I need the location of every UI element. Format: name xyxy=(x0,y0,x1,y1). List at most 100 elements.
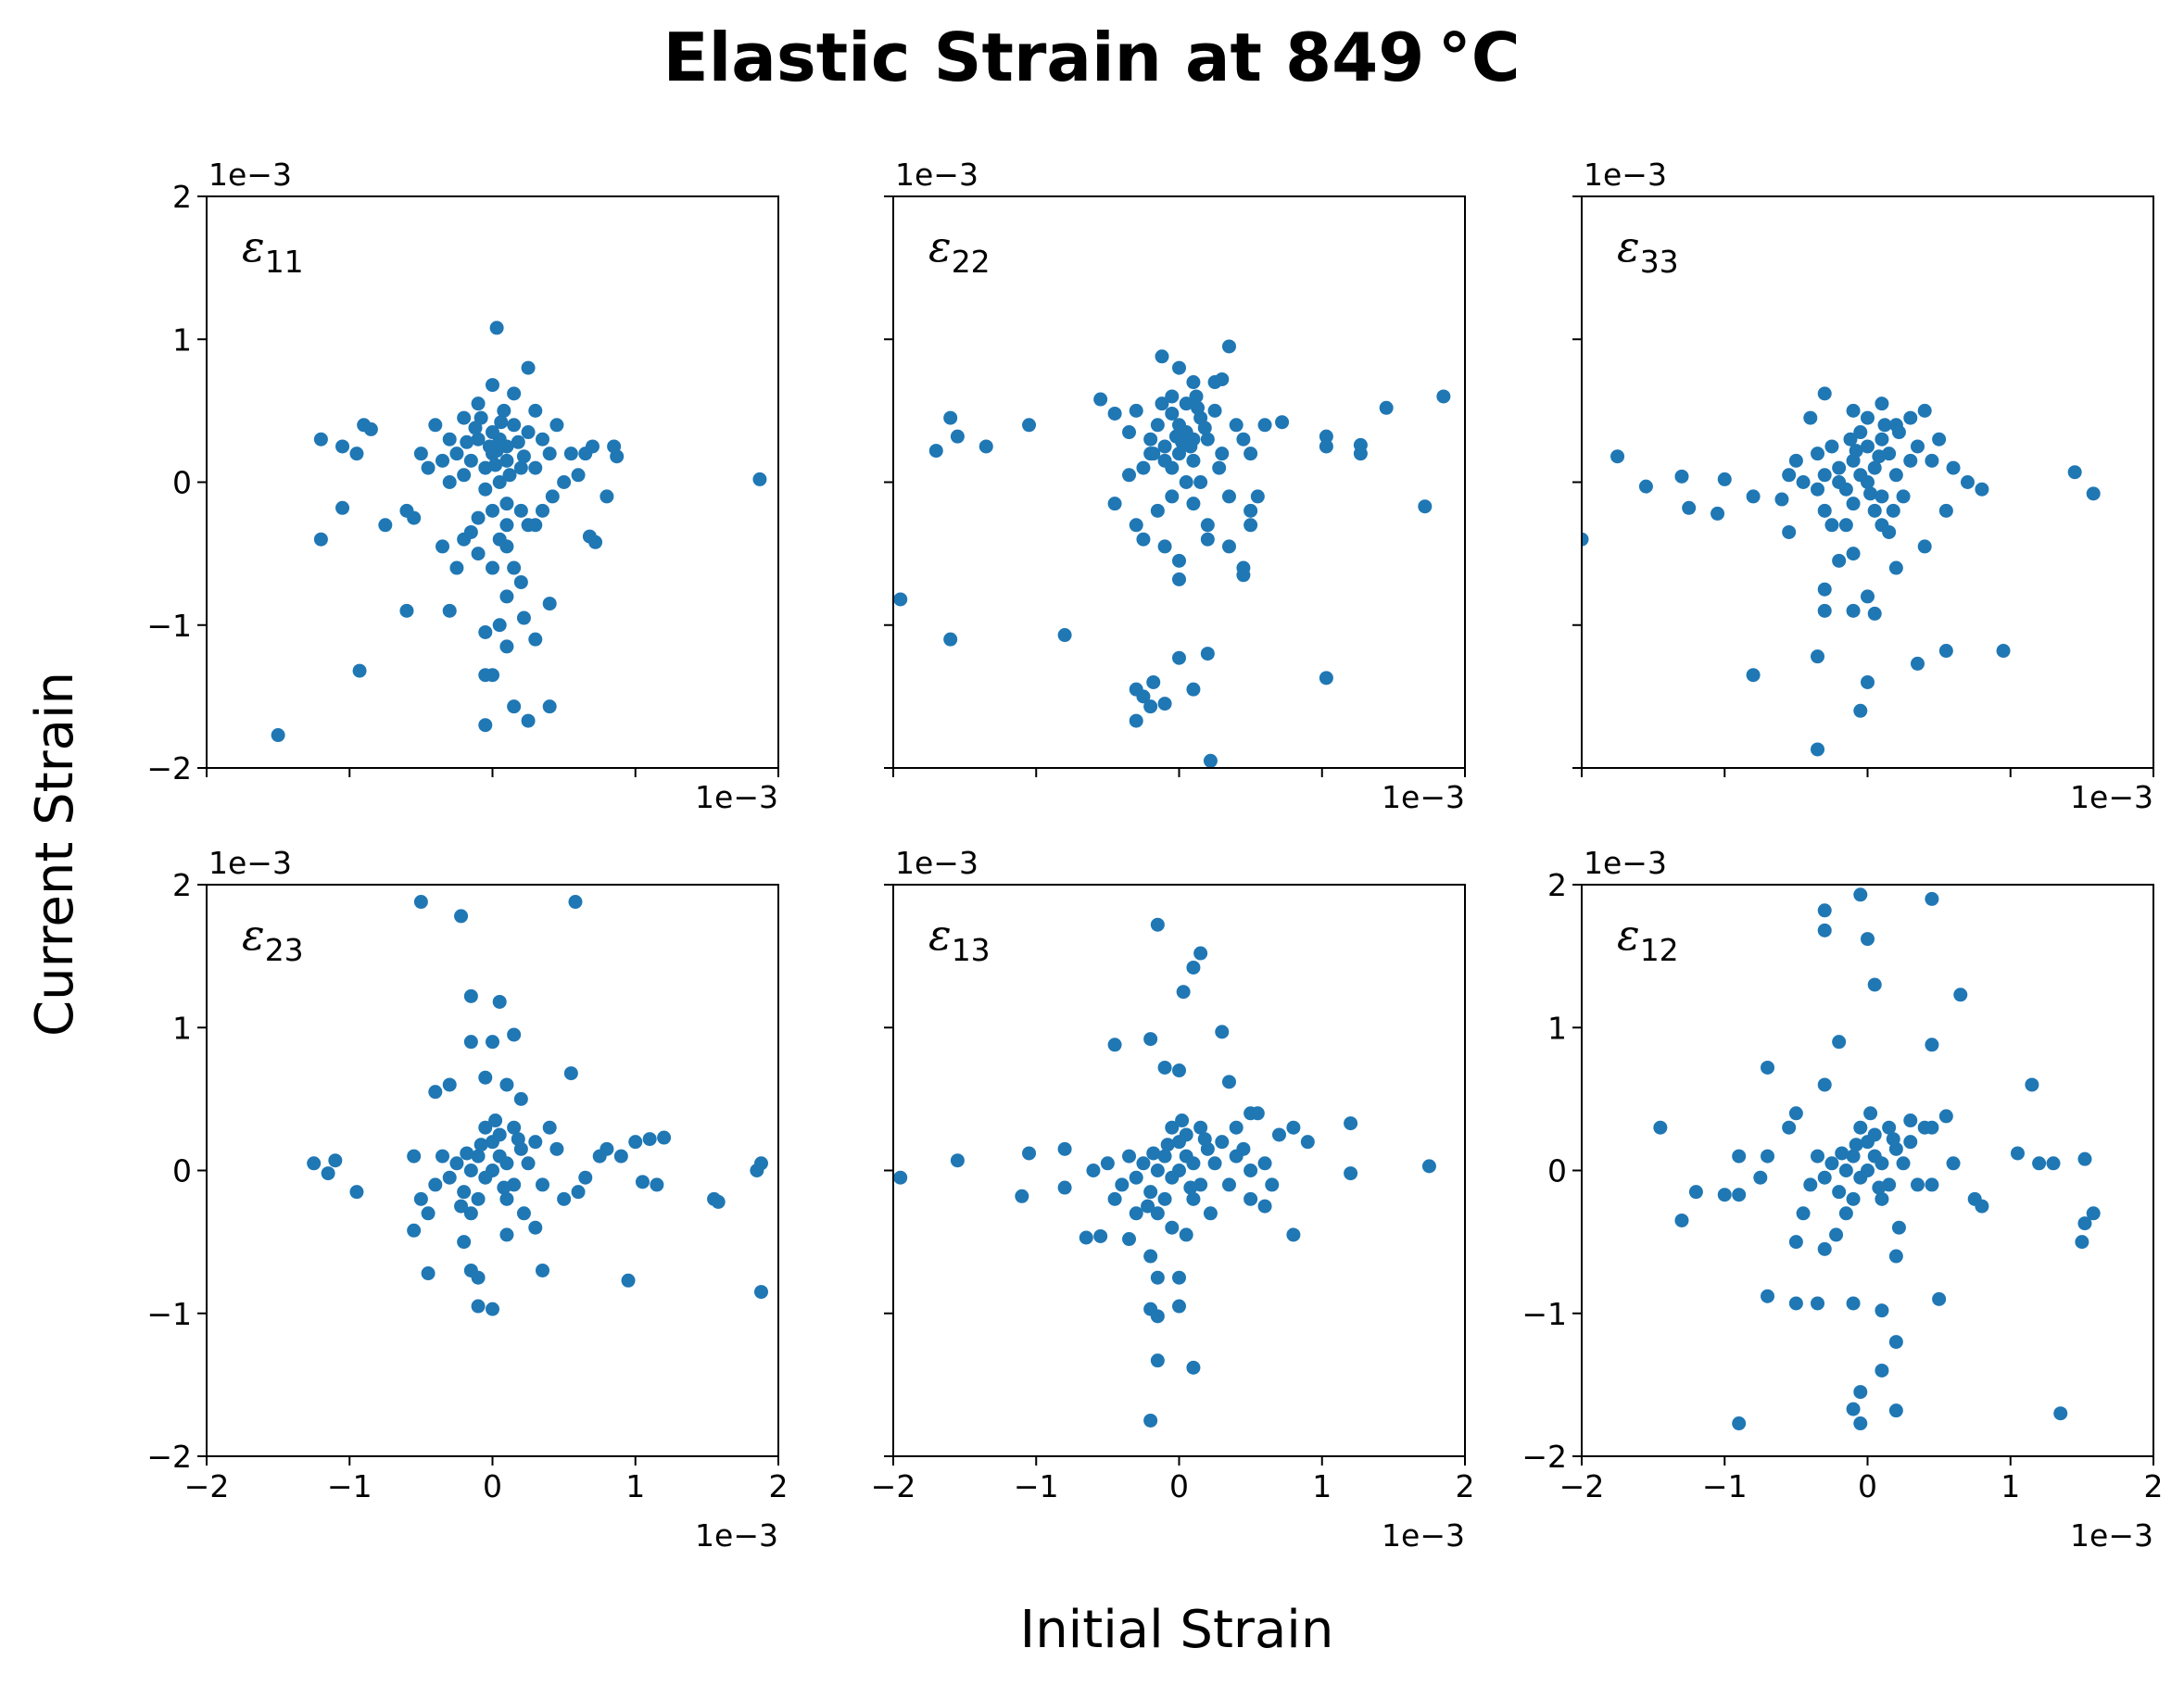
data-point xyxy=(471,396,486,411)
data-point xyxy=(499,639,514,654)
data-point xyxy=(1843,432,1858,447)
x-tick-label: 0 xyxy=(1858,1468,1877,1504)
data-point xyxy=(1160,1138,1175,1152)
x-tick-label: −1 xyxy=(327,1468,372,1504)
data-point xyxy=(463,1164,478,1177)
data-point xyxy=(1215,1135,1230,1150)
data-point xyxy=(1129,1170,1143,1185)
data-point xyxy=(407,1149,422,1164)
data-point xyxy=(1203,753,1218,768)
data-point xyxy=(1817,468,1832,483)
data-point xyxy=(1688,1185,1703,1200)
data-point xyxy=(978,439,993,454)
data-point xyxy=(1200,532,1215,547)
data-point xyxy=(1107,1191,1122,1206)
data-point xyxy=(454,1199,469,1214)
data-point xyxy=(1257,1199,1272,1214)
data-point xyxy=(2075,1235,2089,1250)
data-point xyxy=(1853,425,1868,440)
data-point xyxy=(1888,1335,1903,1350)
data-point xyxy=(1903,410,1918,425)
y-tick-label: 1 xyxy=(1547,1010,1567,1046)
data-point xyxy=(1732,1416,1747,1431)
data-point xyxy=(421,1206,436,1221)
data-point xyxy=(1157,1191,1172,1206)
panel-label-symbol: ε xyxy=(1617,221,1640,271)
data-point xyxy=(1286,1120,1301,1135)
data-point xyxy=(516,610,531,625)
data-point xyxy=(2077,1151,2092,1166)
data-point xyxy=(486,425,499,440)
subplot-grid: −2−10121e−31e−3ε111e−31e−3ε221e−31e−3ε33… xyxy=(146,157,2163,1554)
data-point xyxy=(1221,1177,1236,1192)
data-point xyxy=(478,1170,493,1185)
panel-label-subscript: 13 xyxy=(952,932,991,968)
data-point xyxy=(1197,421,1212,435)
data-point xyxy=(1782,524,1797,539)
data-point xyxy=(1910,439,1925,454)
data-point xyxy=(488,458,503,472)
data-point xyxy=(352,663,367,678)
data-point xyxy=(535,432,549,447)
data-point xyxy=(513,503,528,518)
data-point xyxy=(1129,713,1143,728)
data-point xyxy=(1796,1206,1811,1221)
data-point xyxy=(1150,1206,1165,1221)
data-point xyxy=(1057,628,1072,643)
data-point xyxy=(1197,1132,1212,1147)
data-point xyxy=(1861,439,1875,454)
data-point xyxy=(421,460,436,475)
data-point xyxy=(407,1223,422,1238)
data-point xyxy=(1265,1177,1280,1192)
data-point xyxy=(494,415,509,430)
data-point xyxy=(499,1191,514,1206)
data-point xyxy=(1207,1156,1222,1171)
data-point xyxy=(1057,1141,1072,1156)
data-point xyxy=(1186,1156,1201,1171)
data-point xyxy=(1846,1296,1861,1311)
data-point xyxy=(1817,503,1832,518)
data-point xyxy=(752,472,767,486)
data-point xyxy=(1853,703,1868,718)
data-point xyxy=(471,547,486,561)
data-point xyxy=(507,560,522,575)
data-point xyxy=(471,510,486,525)
data-point xyxy=(1215,371,1230,386)
data-point xyxy=(1811,742,1825,757)
x-tick-label: 1 xyxy=(625,1468,645,1504)
data-point xyxy=(442,475,457,489)
data-point xyxy=(1100,1156,1115,1171)
data-point xyxy=(635,1175,650,1189)
data-point xyxy=(460,1146,474,1161)
data-point xyxy=(2046,1156,2061,1171)
data-point xyxy=(1975,482,1989,497)
x-tick-label: 0 xyxy=(483,1468,502,1504)
data-point xyxy=(1275,415,1290,430)
panel-label-symbol: ε xyxy=(928,221,952,271)
data-point xyxy=(1832,1185,1847,1200)
data-point xyxy=(1803,410,1818,425)
data-point xyxy=(1838,1206,1853,1221)
y-offset-label: 1e−3 xyxy=(1584,157,1667,193)
scatter-series xyxy=(271,321,767,743)
data-point xyxy=(1832,553,1847,568)
data-point xyxy=(1824,439,1839,454)
data-point xyxy=(1888,1403,1903,1418)
data-point xyxy=(1886,503,1900,518)
data-point xyxy=(399,603,414,618)
data-point xyxy=(1853,468,1868,483)
data-point xyxy=(1788,453,1803,468)
data-point xyxy=(535,503,549,518)
data-point xyxy=(1674,1213,1689,1227)
data-point xyxy=(1846,1191,1861,1206)
data-point xyxy=(1215,447,1230,461)
data-point xyxy=(454,909,469,924)
data-point xyxy=(499,589,514,604)
data-point xyxy=(507,699,522,714)
data-point xyxy=(1761,1060,1775,1075)
data-point xyxy=(1157,539,1172,554)
data-point xyxy=(468,421,483,435)
data-point xyxy=(1891,425,1906,440)
data-point xyxy=(463,988,478,1003)
